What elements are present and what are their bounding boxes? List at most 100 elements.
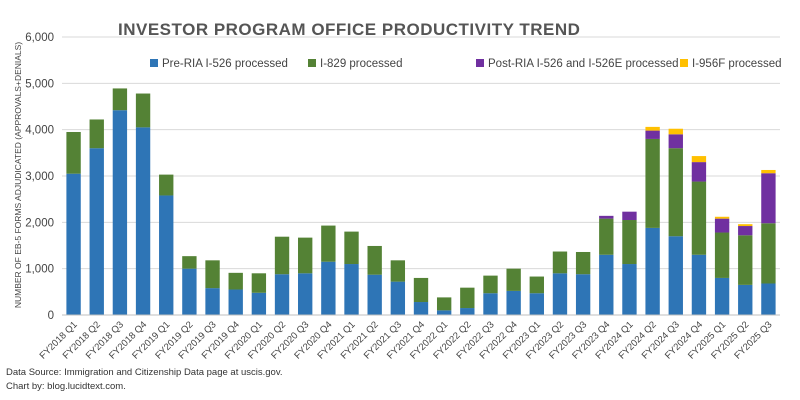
- bar-segment-series-1: [135, 93, 151, 128]
- chart-title: INVESTOR PROGRAM OFFICE PRODUCTIVITY TRE…: [118, 20, 580, 39]
- chart-credit-note: Chart by: blog.lucidtext.com.: [6, 381, 126, 392]
- y-tick-label: 3,000: [25, 171, 54, 183]
- bar-segment-series-0: [599, 254, 614, 315]
- bar-stack: [159, 174, 174, 315]
- bar-segment-series-2: [761, 173, 776, 224]
- bar-stack: [529, 276, 544, 315]
- bar-stack: [714, 216, 730, 315]
- bar-segment-series-0: [413, 302, 429, 315]
- gridlines: [62, 36, 780, 270]
- bar-segment-series-1: [413, 277, 429, 303]
- bar-segment-series-1: [159, 174, 174, 196]
- bar-segment-series-0: [182, 268, 197, 315]
- bar-segment-series-0: [112, 110, 128, 315]
- bar-segment-series-3: [645, 126, 660, 131]
- legend-item: Post-RIA I-526 and I-526E processed: [476, 58, 679, 70]
- bar-stack: [645, 126, 660, 315]
- bar-segment-series-2: [599, 215, 614, 219]
- bar-segment-series-2: [714, 218, 730, 233]
- y-tick-label: 0: [48, 310, 54, 322]
- bar-stack: [460, 287, 475, 315]
- bar-stack: [321, 225, 336, 315]
- bar-segment-series-1: [344, 231, 359, 265]
- bar-segment-series-2: [691, 162, 707, 182]
- bar-stack: [691, 156, 707, 315]
- bar-segment-series-1: [599, 218, 614, 255]
- bar-segment-series-3: [714, 216, 730, 219]
- bar-segment-series-0: [552, 273, 568, 315]
- bar-stack: [344, 231, 359, 315]
- bar-segment-series-0: [274, 274, 290, 315]
- bar-segment-series-0: [645, 227, 660, 315]
- bar-stack: [251, 273, 267, 315]
- bar-stack: [182, 256, 197, 315]
- bar-stack: [89, 119, 104, 315]
- bar-stack: [506, 268, 521, 315]
- bar-segment-series-0: [89, 148, 104, 315]
- bar-segment-series-1: [575, 251, 591, 275]
- bar-segment-series-2: [668, 134, 683, 149]
- bar-segment-series-1: [645, 138, 660, 228]
- bar-stack: [112, 88, 128, 315]
- bar-segment-series-1: [691, 181, 707, 255]
- bar-stack: [66, 131, 81, 315]
- bar-segment-series-1: [390, 260, 406, 282]
- y-tick-label: 1,000: [25, 264, 54, 276]
- bar-segment-series-0: [367, 274, 382, 315]
- bar-segment-series-0: [321, 261, 336, 315]
- productivity-chart: INVESTOR PROGRAM OFFICE PRODUCTIVITY TRE…: [13, 20, 782, 361]
- y-axis-ticks: 0 1,000 2,000 3,000 4,000 5,000 6,000: [25, 32, 54, 322]
- bar-segment-series-1: [66, 131, 81, 174]
- bar-segment-series-0: [622, 264, 637, 315]
- bar-stack: [274, 236, 290, 315]
- bar-segment-series-0: [460, 308, 475, 315]
- bar-segment-series-0: [761, 283, 776, 315]
- bar-segment-series-1: [436, 297, 452, 311]
- bar-segment-series-1: [367, 245, 382, 275]
- y-tick-label: 5,000: [25, 78, 54, 90]
- legend-swatch: [680, 59, 688, 67]
- y-tick-label: 2,000: [25, 217, 54, 229]
- bar-segment-series-1: [182, 256, 197, 269]
- legend-label: I-956F processed: [692, 58, 782, 70]
- bar-segment-series-0: [529, 293, 544, 315]
- bar-segment-series-1: [251, 273, 267, 293]
- bar-segment-series-0: [135, 127, 151, 315]
- bar-segment-series-1: [552, 251, 568, 274]
- y-tick-label: 6,000: [25, 32, 54, 44]
- bar-segment-series-1: [483, 275, 498, 294]
- bar-segment-series-0: [506, 290, 521, 315]
- bar-segment-series-1: [738, 235, 753, 285]
- bar-segment-series-0: [691, 254, 707, 315]
- bar-segment-series-3: [738, 224, 753, 227]
- legend-swatch: [476, 59, 484, 67]
- legend-swatch: [308, 59, 316, 67]
- bar-segment-series-0: [738, 284, 753, 315]
- bar-segment-series-1: [228, 272, 243, 290]
- bar-stack: [761, 169, 776, 315]
- bar-segment-series-0: [483, 293, 498, 315]
- legend-swatch: [150, 59, 158, 67]
- legend-item: I-956F processed: [680, 58, 782, 70]
- y-axis-label: NUMBER OF EB-5 FORMS ADJUDICATED (APPROV…: [13, 42, 23, 308]
- bar-stack: [575, 251, 591, 315]
- bar-segment-series-3: [761, 169, 776, 174]
- bar-segment-series-1: [714, 232, 730, 278]
- y-tick-label: 4,000: [25, 125, 54, 137]
- bar-segment-series-1: [112, 88, 128, 111]
- bar-segment-series-0: [668, 236, 683, 315]
- bar-stack: [738, 224, 753, 315]
- bar-stack: [228, 272, 243, 315]
- bar-stack: [599, 215, 614, 315]
- bar-stack: [298, 237, 313, 315]
- bar-segment-series-1: [298, 237, 313, 274]
- bar-segment-series-1: [89, 119, 104, 149]
- bar-segment-series-0: [714, 277, 730, 315]
- bar-stack: [436, 297, 452, 315]
- bar-segment-series-0: [228, 289, 243, 315]
- legend: Pre-RIA I-526 processed I-829 processed Po…: [150, 58, 782, 70]
- legend-label: Post-RIA I-526 and I-526E processed: [488, 58, 679, 70]
- legend-item: Pre-RIA I-526 processed: [150, 58, 288, 70]
- bar-segment-series-1: [668, 148, 683, 237]
